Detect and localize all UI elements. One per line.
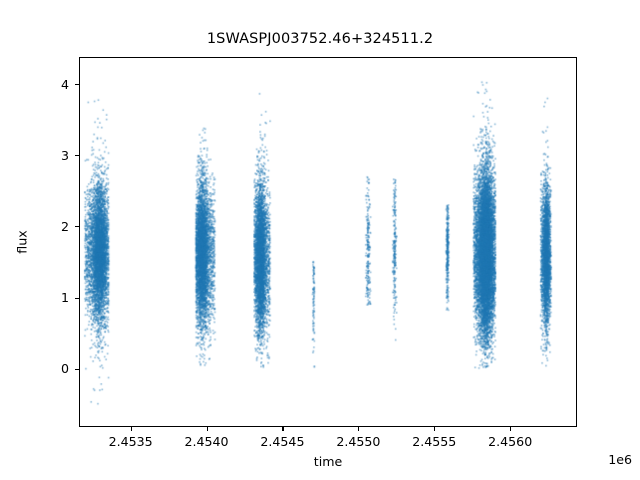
y-tick-label: 0 bbox=[60, 361, 69, 377]
y-tick-mark bbox=[75, 368, 79, 370]
y-tick-mark bbox=[75, 155, 79, 157]
x-tick-mark bbox=[130, 427, 132, 431]
x-axis-label: time bbox=[313, 454, 343, 469]
x-tick-label: 2.4560 bbox=[488, 434, 533, 449]
x-tick-label: 2.4555 bbox=[412, 434, 457, 449]
y-tick-label: 1 bbox=[60, 290, 69, 305]
scatter-plot-canvas bbox=[80, 58, 576, 426]
x-tick-mark bbox=[434, 427, 436, 431]
y-tick-mark bbox=[75, 84, 79, 86]
x-tick-mark bbox=[358, 427, 360, 431]
y-tick-label: 2 bbox=[60, 218, 69, 234]
x-tick-label: 2.4540 bbox=[184, 434, 229, 449]
x-tick-label: 2.4545 bbox=[260, 434, 305, 449]
y-tick-label: 3 bbox=[60, 147, 69, 163]
x-tick-mark bbox=[282, 427, 284, 431]
x-tick-mark bbox=[510, 427, 512, 431]
page-title: 1SWASPJ003752.46+324511.2 bbox=[206, 31, 434, 47]
y-tick-mark bbox=[75, 297, 79, 299]
x-tick-mark bbox=[206, 427, 208, 431]
x-axis-offset-label: 1e6 bbox=[608, 452, 632, 467]
y-tick-label: 4 bbox=[60, 76, 69, 92]
y-tick-mark bbox=[75, 226, 79, 228]
x-tick-label: 2.4550 bbox=[336, 434, 381, 449]
plot-area bbox=[79, 57, 577, 427]
x-tick-label: 2.4535 bbox=[108, 434, 153, 449]
y-axis-label: flux bbox=[14, 230, 30, 254]
